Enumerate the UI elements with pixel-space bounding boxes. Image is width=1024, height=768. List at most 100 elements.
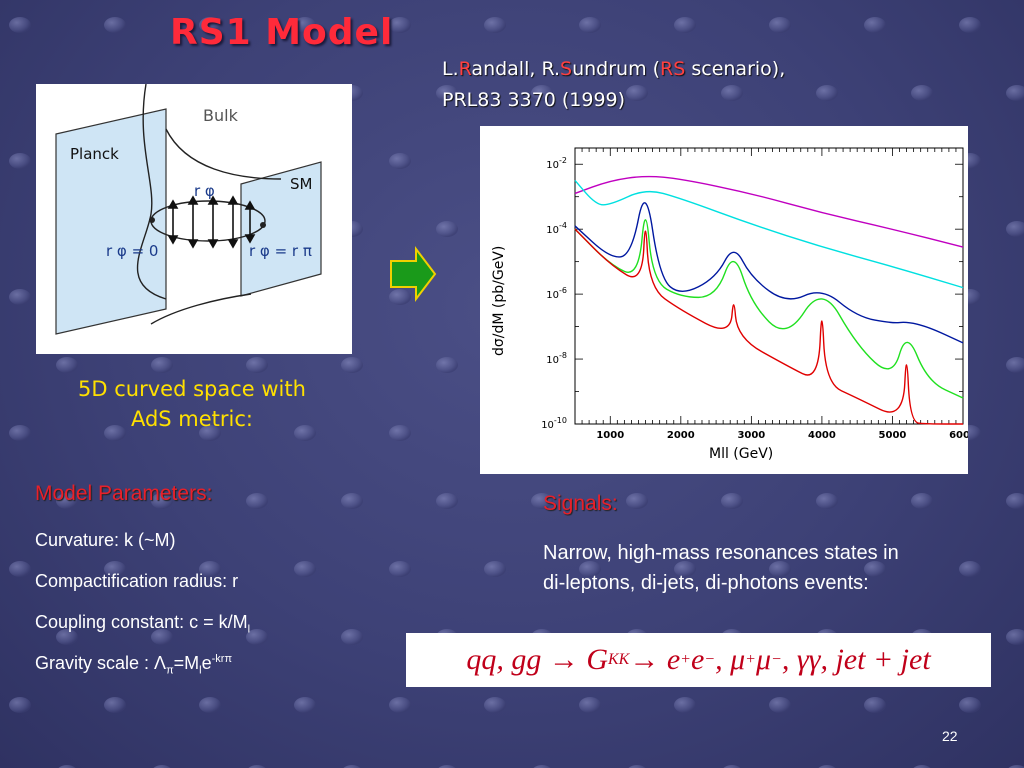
background-dot bbox=[58, 765, 76, 768]
background-dot bbox=[438, 765, 456, 768]
background-dot bbox=[769, 17, 791, 33]
background-dot bbox=[769, 697, 791, 713]
r-phi-zero-label: r φ = 0 bbox=[106, 242, 158, 260]
slide-title: RS1 Model bbox=[170, 12, 394, 53]
background-dot bbox=[436, 85, 458, 101]
background-dot bbox=[9, 425, 31, 441]
background-dot bbox=[199, 697, 221, 713]
background-dot bbox=[674, 697, 696, 713]
background-dot bbox=[341, 629, 363, 645]
x-axis-label: Mll (GeV) bbox=[709, 446, 773, 462]
sm-brane bbox=[240, 161, 322, 297]
background-dot bbox=[199, 561, 221, 577]
param-radius: Compactification radius: r bbox=[35, 571, 239, 591]
series-cyan-line bbox=[574, 180, 964, 289]
background-dot bbox=[769, 561, 791, 577]
background-dot bbox=[1006, 357, 1024, 373]
background-dot bbox=[484, 561, 506, 577]
sm-label: SM bbox=[290, 175, 312, 193]
reference-line1: L.Randall, R.Sundrum (RS scenario), bbox=[442, 58, 786, 80]
param-coupling: Coupling constant: c = k/Ml bbox=[35, 612, 251, 636]
background-dot bbox=[294, 561, 316, 577]
background-dot bbox=[864, 697, 886, 713]
background-dot bbox=[9, 289, 31, 305]
background-dot bbox=[9, 17, 31, 33]
background-dot bbox=[721, 493, 743, 509]
series-magenta-line bbox=[574, 175, 964, 248]
background-dot bbox=[389, 561, 411, 577]
background-dot bbox=[484, 697, 506, 713]
production-formula: qq, gg → G KK → e + e −, μ + μ −, γγ, jet + je… bbox=[406, 633, 991, 687]
background-dot bbox=[389, 17, 411, 33]
diagram-caption: 5D curved space with AdS metric: bbox=[40, 374, 344, 434]
background-dot bbox=[104, 17, 126, 33]
series-green-line bbox=[574, 219, 964, 399]
background-dot bbox=[104, 697, 126, 713]
signals-heading: Signals: bbox=[543, 492, 618, 515]
background-dot bbox=[341, 493, 363, 509]
x-tick-label: 2000 bbox=[667, 430, 695, 441]
y-tick-label: 10-6 bbox=[546, 286, 567, 301]
param-curvature: Curvature: k (~M) bbox=[35, 530, 176, 550]
x-tick-label: 1000 bbox=[596, 430, 624, 441]
background-dot bbox=[911, 85, 933, 101]
background-dot bbox=[246, 357, 268, 373]
background-dot bbox=[294, 697, 316, 713]
x-tick-label: 5000 bbox=[879, 430, 907, 441]
background-dot bbox=[1006, 221, 1024, 237]
rs-diagram-panel: Bulk Planck SM r φ r φ = 0 r φ = r π bbox=[36, 83, 352, 354]
x-tick-label: 3000 bbox=[737, 430, 765, 441]
background-dot bbox=[1006, 85, 1024, 101]
background-dot bbox=[959, 17, 981, 33]
background-dot bbox=[913, 765, 931, 768]
background-dot bbox=[341, 357, 363, 373]
background-dot bbox=[389, 153, 411, 169]
background-dot bbox=[9, 697, 31, 713]
background-dot bbox=[294, 425, 316, 441]
background-dot bbox=[818, 765, 836, 768]
background-dot bbox=[626, 493, 648, 509]
background-dot bbox=[9, 561, 31, 577]
background-dot bbox=[579, 561, 601, 577]
background-dot bbox=[56, 493, 78, 509]
y-tick-label: 10-2 bbox=[546, 156, 567, 171]
background-dot bbox=[1008, 765, 1024, 768]
background-dot bbox=[436, 357, 458, 373]
background-dot bbox=[248, 765, 266, 768]
background-dot bbox=[816, 493, 838, 509]
background-dot bbox=[436, 221, 458, 237]
background-dot bbox=[674, 17, 696, 33]
bulk-curve-top bbox=[165, 128, 282, 180]
background-dot bbox=[153, 765, 171, 768]
background-dot bbox=[864, 561, 886, 577]
plot-frame bbox=[574, 147, 964, 425]
page-number: 22 bbox=[942, 728, 958, 744]
y-tick-label: 10-10 bbox=[541, 416, 567, 431]
background-dot bbox=[343, 765, 361, 768]
background-dot bbox=[864, 17, 886, 33]
background-dot bbox=[389, 697, 411, 713]
r-phi-label: r φ bbox=[194, 182, 215, 200]
bulk-label: Bulk bbox=[203, 106, 239, 125]
background-dot bbox=[911, 493, 933, 509]
r-phi-pi-label: r φ = r π bbox=[249, 242, 312, 260]
background-dot bbox=[579, 697, 601, 713]
background-dot bbox=[436, 493, 458, 509]
background-dot bbox=[674, 561, 696, 577]
series-red-line bbox=[574, 228, 963, 425]
background-dot bbox=[959, 697, 981, 713]
x-tick-label: 4000 bbox=[808, 430, 836, 441]
background-dot bbox=[389, 425, 411, 441]
y-axis-label: dσ/dM (pb/GeV) bbox=[491, 246, 507, 356]
background-dot bbox=[579, 17, 601, 33]
background-dot bbox=[389, 289, 411, 305]
chart-panel: 1000 2000 3000 4000 5000 6000 10-2 10-4 10-6 10-8… bbox=[480, 126, 977, 474]
background-dot bbox=[1006, 629, 1024, 645]
background-dot bbox=[816, 85, 838, 101]
background-dot bbox=[151, 629, 173, 645]
background-dot bbox=[9, 153, 31, 169]
rs-diagram: Bulk Planck SM r φ r φ = 0 r φ = r π bbox=[55, 83, 322, 335]
background-dot bbox=[199, 17, 221, 33]
double-arrows bbox=[167, 195, 256, 249]
parameters-heading: Model Parameters: bbox=[35, 482, 213, 505]
